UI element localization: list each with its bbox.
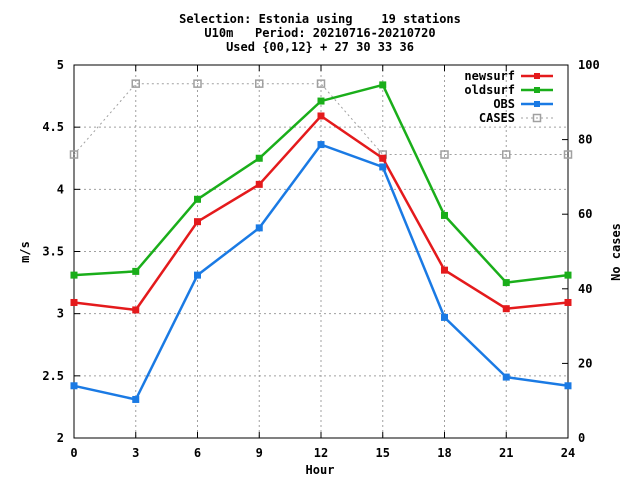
y2-tick-label: 20 <box>578 356 592 370</box>
data-point-obs <box>255 224 263 232</box>
axis-ticks: 0 3 6 9 12 15 18 21 24 2 2.5 3 3.5 4 4.5 5 0 20 40 60 80 100 <box>42 58 599 460</box>
data-point-oldsurf <box>379 81 387 89</box>
chart-title-line-3: Used {00,12} + 27 30 33 36 <box>226 40 414 54</box>
legend-swatch-marker-cases <box>532 113 542 123</box>
data-point-cases <box>69 150 79 159</box>
data-point-oldsurf <box>255 154 263 162</box>
legend-item-oldsurf: oldsurf <box>464 83 553 97</box>
x-tick-label: 3 <box>132 446 139 460</box>
series-newsurf <box>70 112 572 314</box>
series-layer <box>69 79 573 403</box>
y-tick-label: 3.5 <box>42 245 64 259</box>
y2-axis-label: No cases <box>609 223 623 281</box>
data-point-cases <box>131 79 140 88</box>
legend-swatch-marker-newsurf <box>534 73 540 79</box>
x-tick-label: 18 <box>437 446 451 460</box>
legend-label-newsurf: newsurf <box>464 69 515 83</box>
chart-title: Selection: Estonia using 19 stations U10… <box>179 12 461 54</box>
data-point-newsurf <box>317 112 325 120</box>
legend-label-obs: OBS <box>493 97 515 111</box>
x-tick-label: 15 <box>376 446 390 460</box>
y-tick-label: 4.5 <box>42 120 64 134</box>
y2-tick-label: 60 <box>578 207 592 221</box>
data-point-obs <box>502 373 510 381</box>
legend-label-cases: CASES <box>479 111 515 125</box>
y-tick-label: 3 <box>57 307 64 321</box>
data-point-oldsurf <box>502 279 510 287</box>
data-point-newsurf <box>379 154 387 162</box>
legend-item-obs: OBS <box>493 97 553 111</box>
x-tick-label: 24 <box>561 446 575 460</box>
legend-label-oldsurf: oldsurf <box>464 83 515 97</box>
y2-tick-label: 100 <box>578 58 600 72</box>
x-tick-label: 21 <box>499 446 513 460</box>
data-point-newsurf <box>564 298 572 306</box>
data-point-newsurf <box>194 218 201 226</box>
legend-item-newsurf: newsurf <box>464 69 553 83</box>
data-point-cases <box>563 150 573 159</box>
y-tick-label: 5 <box>57 58 64 72</box>
legend-item-cases: CASES <box>479 111 553 125</box>
data-point-newsurf <box>441 266 448 274</box>
y2-tick-label: 0 <box>578 431 585 445</box>
data-point-oldsurf <box>132 267 140 275</box>
legend-swatch-marker-obs <box>534 101 540 107</box>
data-point-cases <box>316 79 326 88</box>
data-point-cases <box>255 79 264 88</box>
chart-title-line-2: U10m Period: 20210716-20210720 <box>204 26 435 40</box>
data-point-obs <box>70 382 78 390</box>
data-point-cases <box>440 150 449 159</box>
data-point-oldsurf <box>194 195 201 203</box>
series-line-cases <box>73 83 568 155</box>
data-point-obs <box>379 163 387 171</box>
y-tick-label: 4 <box>57 182 64 196</box>
x-tick-label: 6 <box>194 446 201 460</box>
data-point-cases <box>193 79 202 88</box>
chart-title-line-1: Selection: Estonia using 19 stations <box>179 12 461 26</box>
x-tick-label: 0 <box>70 446 77 460</box>
series-oldsurf <box>70 81 572 287</box>
x-axis-label: Hour <box>306 463 335 477</box>
y-axis-label: m/s <box>18 241 32 263</box>
y2-tick-label: 80 <box>578 133 592 147</box>
data-point-oldsurf <box>564 271 572 279</box>
x-tick-label: 9 <box>256 446 263 460</box>
x-tick-label: 12 <box>314 446 328 460</box>
data-point-obs <box>132 395 140 403</box>
data-point-obs <box>194 271 201 279</box>
y-tick-label: 2.5 <box>42 369 64 383</box>
data-point-oldsurf <box>70 271 78 279</box>
data-point-oldsurf <box>441 211 448 219</box>
data-point-obs <box>441 313 448 321</box>
data-point-cases <box>502 150 511 159</box>
series-obs <box>70 141 572 403</box>
data-point-newsurf <box>502 305 510 313</box>
data-point-newsurf <box>255 180 263 188</box>
data-point-newsurf <box>70 298 78 306</box>
legend-swatch-marker-oldsurf <box>534 87 540 93</box>
y2-tick-label: 40 <box>578 282 592 296</box>
y-tick-label: 2 <box>57 431 64 445</box>
data-point-obs <box>564 382 572 390</box>
data-point-newsurf <box>132 306 140 314</box>
data-point-oldsurf <box>317 97 325 105</box>
data-point-obs <box>317 141 325 149</box>
